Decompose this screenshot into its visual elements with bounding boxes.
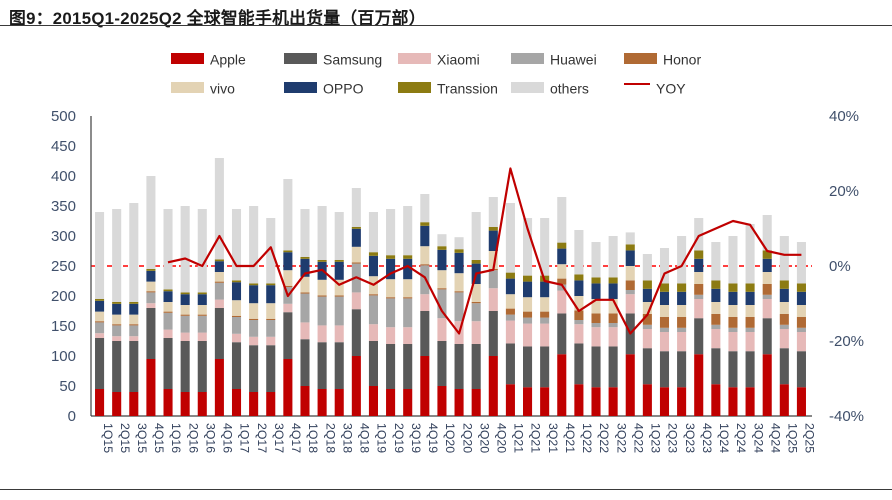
svg-text:1Q18: 1Q18 (306, 423, 320, 453)
svg-text:-20%: -20% (829, 333, 864, 350)
svg-text:3Q17: 3Q17 (272, 423, 286, 453)
svg-text:4Q20: 4Q20 (494, 423, 508, 453)
svg-text:100: 100 (51, 348, 76, 365)
svg-text:2Q20: 2Q20 (460, 423, 474, 453)
svg-text:20%: 20% (829, 183, 859, 200)
svg-text:4Q16: 4Q16 (221, 423, 235, 453)
svg-text:2Q25: 2Q25 (803, 423, 817, 453)
svg-text:400: 400 (51, 168, 76, 185)
svg-text:250: 250 (51, 258, 76, 275)
svg-text:40%: 40% (829, 108, 859, 125)
svg-text:2Q24: 2Q24 (734, 423, 748, 453)
svg-text:1Q24: 1Q24 (717, 423, 731, 453)
svg-text:1Q20: 1Q20 (443, 423, 457, 453)
svg-text:500: 500 (51, 108, 76, 125)
svg-text:50: 50 (59, 378, 76, 395)
svg-text:200: 200 (51, 288, 76, 305)
svg-text:3Q15: 3Q15 (135, 423, 149, 453)
svg-text:3Q24: 3Q24 (751, 423, 765, 453)
svg-text:1Q17: 1Q17 (238, 423, 252, 453)
svg-text:350: 350 (51, 198, 76, 215)
svg-text:4Q18: 4Q18 (358, 423, 372, 453)
svg-text:3Q18: 3Q18 (340, 423, 354, 453)
svg-text:2Q23: 2Q23 (666, 423, 680, 453)
svg-text:4Q23: 4Q23 (700, 423, 714, 453)
svg-text:3Q21: 3Q21 (546, 423, 560, 453)
svg-text:3Q23: 3Q23 (683, 423, 697, 453)
svg-text:1Q16: 1Q16 (169, 423, 183, 453)
svg-text:300: 300 (51, 228, 76, 245)
svg-text:2Q22: 2Q22 (597, 423, 611, 453)
svg-text:0%: 0% (829, 258, 851, 275)
svg-text:3Q20: 3Q20 (477, 423, 491, 453)
svg-text:450: 450 (51, 138, 76, 155)
svg-text:2Q17: 2Q17 (255, 423, 269, 453)
svg-text:3Q22: 3Q22 (614, 423, 628, 453)
svg-text:2Q15: 2Q15 (118, 423, 132, 453)
svg-text:1Q19: 1Q19 (375, 423, 389, 453)
svg-text:1Q21: 1Q21 (512, 423, 526, 453)
svg-text:2Q19: 2Q19 (392, 423, 406, 453)
svg-text:4Q24: 4Q24 (768, 423, 782, 453)
svg-text:1Q25: 1Q25 (786, 423, 800, 453)
svg-text:2Q18: 2Q18 (323, 423, 337, 453)
svg-text:2Q21: 2Q21 (529, 423, 543, 453)
svg-text:150: 150 (51, 318, 76, 335)
svg-text:1Q23: 1Q23 (649, 423, 663, 453)
svg-text:1Q22: 1Q22 (580, 423, 594, 453)
svg-text:1Q15: 1Q15 (101, 423, 115, 453)
svg-text:2Q16: 2Q16 (186, 423, 200, 453)
svg-text:4Q21: 4Q21 (563, 423, 577, 453)
svg-text:4Q17: 4Q17 (289, 423, 303, 453)
svg-text:4Q22: 4Q22 (631, 423, 645, 453)
svg-text:-40%: -40% (829, 408, 864, 425)
svg-text:4Q19: 4Q19 (426, 423, 440, 453)
svg-text:3Q16: 3Q16 (203, 423, 217, 453)
svg-text:4Q15: 4Q15 (152, 423, 166, 453)
svg-text:3Q19: 3Q19 (409, 423, 423, 453)
svg-text:0: 0 (68, 408, 76, 425)
